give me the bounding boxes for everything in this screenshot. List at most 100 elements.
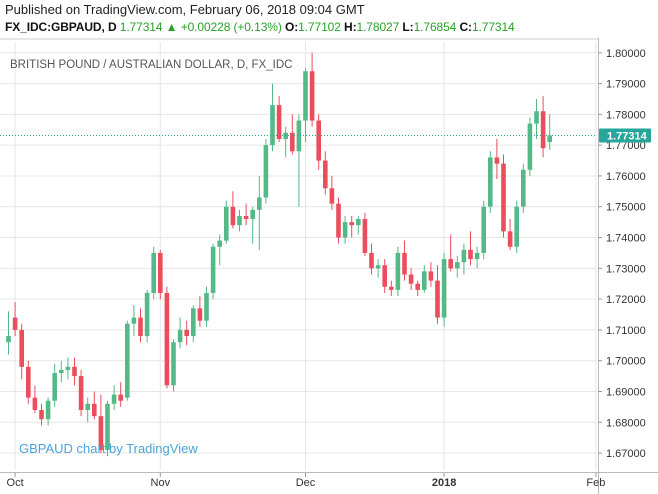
candle-body — [105, 403, 110, 450]
candle — [488, 151, 493, 213]
candle — [151, 246, 156, 300]
candle — [224, 200, 229, 244]
price-tag-background — [599, 128, 651, 143]
low-label: L: — [402, 20, 414, 34]
candle — [435, 265, 440, 324]
candle — [191, 305, 196, 343]
price-chart[interactable]: BRITISH POUND / AUSTRALIAN DOLLAR, D, FX… — [0, 38, 658, 494]
candle — [375, 259, 381, 278]
candle — [309, 52, 315, 127]
candle-body — [237, 215, 242, 226]
candle-body — [85, 403, 90, 410]
candle — [171, 339, 176, 392]
candle — [270, 83, 275, 152]
candle-body — [402, 252, 407, 275]
candle — [356, 215, 361, 235]
candles-group — [6, 52, 552, 457]
candle — [547, 114, 552, 150]
candle-body — [230, 206, 236, 226]
candle-body — [204, 292, 209, 321]
price-change: +0.00228 (+0.13%) — [180, 20, 282, 34]
candle-body — [177, 329, 183, 343]
candle — [349, 215, 354, 238]
candle-body — [441, 259, 447, 318]
candle — [468, 231, 473, 266]
y-tick-label: 1.77000 — [606, 140, 646, 152]
candle — [250, 206, 255, 244]
candle — [316, 114, 321, 170]
candle-body — [501, 163, 506, 232]
x-tick-label: Nov — [151, 477, 171, 489]
candle-body — [270, 105, 275, 146]
candle — [521, 163, 526, 213]
candle-body — [316, 120, 321, 161]
candle-body — [336, 203, 341, 238]
candle-body — [39, 409, 44, 420]
candle-body — [534, 111, 539, 124]
candle — [336, 197, 341, 244]
candle-body — [461, 249, 467, 263]
candle-body — [151, 252, 156, 293]
candle — [369, 243, 374, 275]
candle — [78, 369, 84, 417]
candle-body — [78, 376, 84, 410]
candle — [125, 320, 130, 401]
candle-body — [224, 206, 229, 241]
candle — [92, 391, 97, 420]
candle — [461, 243, 467, 275]
candle-body — [514, 206, 519, 247]
candle — [197, 296, 203, 327]
candle — [481, 200, 486, 260]
candle — [507, 219, 513, 250]
y-tick-label: 1.67000 — [606, 448, 646, 460]
y-tick-label: 1.78000 — [606, 109, 646, 121]
candle — [263, 138, 269, 204]
candle-body — [6, 336, 11, 343]
candle-body — [296, 120, 302, 152]
candle — [237, 209, 242, 232]
candle — [217, 234, 222, 266]
x-tick-label: Dec — [296, 477, 316, 489]
x-tick-label: Feb — [586, 477, 605, 489]
candle — [415, 280, 420, 297]
y-tick-label: 1.75000 — [606, 202, 646, 214]
x-tick-label: Oct — [7, 477, 24, 489]
candle — [210, 243, 216, 300]
candle-body — [435, 280, 440, 318]
current-price-tag: 1.77314 — [599, 128, 651, 143]
candle-body — [408, 274, 414, 284]
candle-body — [210, 246, 216, 293]
chart-title: BRITISH POUND / AUSTRALIAN DOLLAR, D, FX… — [10, 59, 292, 71]
candle-body — [125, 323, 130, 398]
y-tick-label: 1.80000 — [606, 48, 646, 60]
candle — [534, 98, 539, 139]
candle-body — [171, 342, 176, 386]
candle-body — [263, 145, 269, 198]
candle — [428, 262, 434, 287]
candle-body — [547, 135, 552, 143]
candle — [382, 259, 387, 293]
candle — [204, 286, 209, 327]
candle — [448, 234, 453, 272]
y-tick-label: 1.72000 — [606, 294, 646, 306]
candle-body — [382, 265, 387, 287]
candle-body — [26, 366, 31, 398]
candle — [501, 154, 506, 238]
published-caption: Published on TradingView.com, February 0… — [5, 2, 365, 17]
candle — [494, 138, 500, 180]
candle — [257, 175, 262, 250]
candle — [12, 302, 18, 337]
candle-body — [118, 394, 123, 401]
candle-body — [217, 240, 222, 247]
candle-body — [309, 71, 315, 121]
candle — [39, 403, 44, 426]
candle-body — [474, 252, 480, 260]
candle — [177, 317, 183, 349]
candle-body — [488, 157, 493, 207]
candle-body — [138, 317, 143, 337]
candle — [329, 175, 335, 210]
candle-body — [415, 283, 420, 290]
candle — [243, 203, 249, 226]
candle-body — [32, 397, 38, 410]
y-tick-label: 1.68000 — [606, 417, 646, 429]
